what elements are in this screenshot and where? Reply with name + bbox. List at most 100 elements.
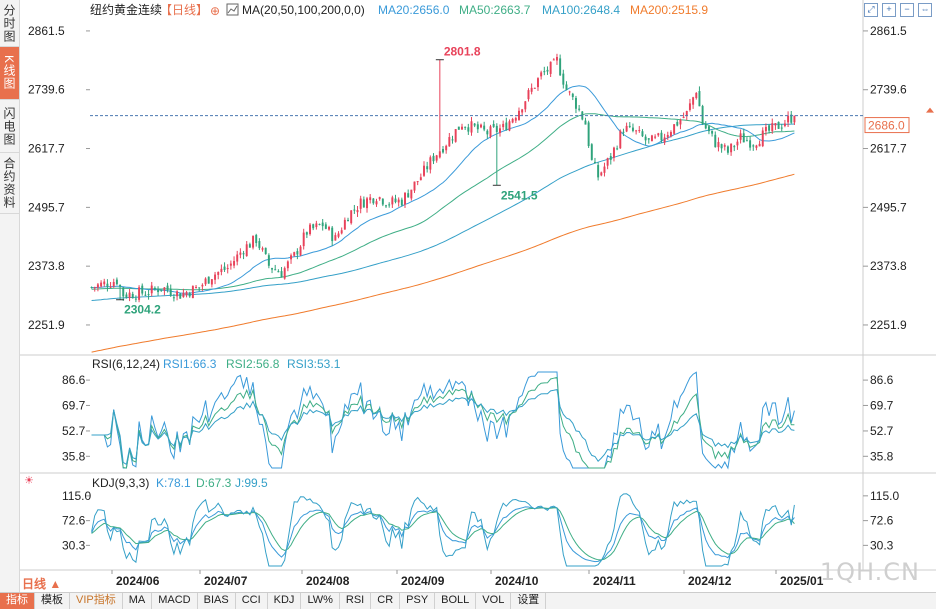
candle xyxy=(141,285,144,294)
candle xyxy=(495,125,498,132)
bottom-tab-2[interactable]: VIP指标 xyxy=(70,593,123,609)
bottom-tab-13[interactable]: VOL xyxy=(476,593,512,609)
fullscreen-icon[interactable]: ⤢ xyxy=(864,3,878,17)
candle xyxy=(274,269,277,271)
candle xyxy=(106,283,109,287)
bottom-tab-5[interactable]: BIAS xyxy=(198,593,236,609)
candle xyxy=(217,271,220,275)
candle xyxy=(733,146,736,148)
period-tag: 【日线】 xyxy=(160,3,208,17)
bottom-tab-12[interactable]: BOLL xyxy=(435,593,477,609)
candle xyxy=(543,71,546,73)
candle xyxy=(195,286,198,289)
bottom-tab-0[interactable]: 指标 xyxy=(0,593,35,609)
candle xyxy=(571,93,574,98)
tab-flash[interactable]: 闪电图 xyxy=(0,100,19,153)
ma200-line xyxy=(91,173,795,353)
candle xyxy=(555,57,558,61)
sun-icon[interactable]: ☀ xyxy=(24,475,34,487)
bottom-tab-6[interactable]: CCI xyxy=(236,593,268,609)
candle xyxy=(337,233,340,237)
y-tick-label-left: 30.3 xyxy=(62,538,86,552)
bottom-tab-10[interactable]: CR xyxy=(371,593,401,609)
tab-contract-info[interactable]: 合约资料 xyxy=(0,153,19,214)
candle xyxy=(616,148,619,150)
bottom-tab-1[interactable]: 模板 xyxy=(35,593,70,609)
candle xyxy=(793,115,796,123)
kdj-d-value: D:67.3 xyxy=(196,476,232,490)
rsi1-value: RSI1:66.3 xyxy=(163,357,217,371)
candle xyxy=(293,252,296,256)
candle xyxy=(264,247,267,255)
candle xyxy=(682,116,685,118)
candle xyxy=(559,58,562,76)
candle xyxy=(650,135,653,142)
candle xyxy=(679,119,682,125)
reset-icon[interactable]: ⇔ xyxy=(918,3,932,17)
candle xyxy=(413,181,416,191)
y-tick-label: 72.6 xyxy=(870,514,894,528)
bottom-tab-8[interactable]: LW% xyxy=(301,593,340,609)
toolbar-icons: ⤢ + − ⇔ xyxy=(864,3,932,17)
bottom-tab-14[interactable]: 设置 xyxy=(511,593,547,609)
candle xyxy=(476,124,479,130)
candle xyxy=(546,69,549,72)
candle xyxy=(451,139,454,141)
candle xyxy=(255,234,258,244)
candle xyxy=(619,130,622,149)
candle xyxy=(296,251,299,255)
candle xyxy=(600,172,603,176)
rsi3-value: RSI3:53.1 xyxy=(287,357,341,371)
candle xyxy=(742,133,745,143)
ma20-line xyxy=(91,85,795,294)
candle xyxy=(185,292,188,296)
y-tick-label-left: 69.7 xyxy=(62,398,86,412)
candle xyxy=(647,138,650,140)
zoom-out-icon[interactable]: − xyxy=(900,3,914,17)
y-tick-label-left: 2617.7 xyxy=(28,142,65,156)
bottom-tab-4[interactable]: MACD xyxy=(152,593,198,609)
candle xyxy=(169,288,172,296)
series-RSI2 xyxy=(91,376,795,469)
zoom-in-icon[interactable]: + xyxy=(882,3,896,17)
candle xyxy=(489,126,492,137)
kdj-panel: 115.0 115.0 72.6 72.6 30.3 30.3 xyxy=(62,489,899,567)
bottom-tab-11[interactable]: PSY xyxy=(400,593,436,609)
candle xyxy=(777,121,780,129)
tab-timeshare-label: 分时图 xyxy=(2,3,16,43)
kline-chart[interactable]: 2861.5 2861.5 2739.6 2739.6 2617.7 2617.7 2495… xyxy=(20,0,936,592)
tab-timeshare[interactable]: 分时图 xyxy=(0,0,19,47)
settings-icon[interactable]: ⊕ xyxy=(210,4,220,18)
ma200-value: MA200:2515.9 xyxy=(630,3,708,17)
candle xyxy=(223,266,226,270)
tab-kline[interactable]: K线图 xyxy=(0,47,19,100)
candle xyxy=(787,115,790,123)
candle xyxy=(334,235,337,241)
period-selector[interactable]: 日线 ▲ xyxy=(22,577,62,591)
candle xyxy=(378,197,381,200)
candle xyxy=(688,103,691,110)
candle xyxy=(603,166,606,173)
bottom-tab-9[interactable]: RSI xyxy=(340,593,372,609)
tab-kline-label: K线图 xyxy=(2,55,16,91)
candle xyxy=(388,204,391,206)
candle xyxy=(508,121,511,131)
candle xyxy=(172,297,175,299)
candle xyxy=(112,281,115,287)
y-tick-label: 2861.5 xyxy=(870,24,907,38)
bottom-tab-7[interactable]: KDJ xyxy=(268,593,302,609)
y-tick-label-left: 52.7 xyxy=(62,424,86,438)
candle xyxy=(385,205,387,207)
y-tick-label: 2739.6 xyxy=(870,83,907,97)
y-tick-label-left: 72.6 xyxy=(62,514,86,528)
candle xyxy=(666,134,669,138)
bottom-tab-3[interactable]: MA xyxy=(123,593,153,609)
candle xyxy=(280,271,283,278)
y-tick-label: 2495.7 xyxy=(870,200,907,214)
ma-chart-icon[interactable] xyxy=(226,3,239,16)
candle xyxy=(467,127,470,132)
ma100-value: MA100:2648.4 xyxy=(542,3,620,17)
rsi-panel: 86.6 86.6 69.7 69.7 52.7 52.7 35.8 35.8 xyxy=(62,371,894,470)
candle xyxy=(372,198,375,204)
candle xyxy=(622,131,625,133)
